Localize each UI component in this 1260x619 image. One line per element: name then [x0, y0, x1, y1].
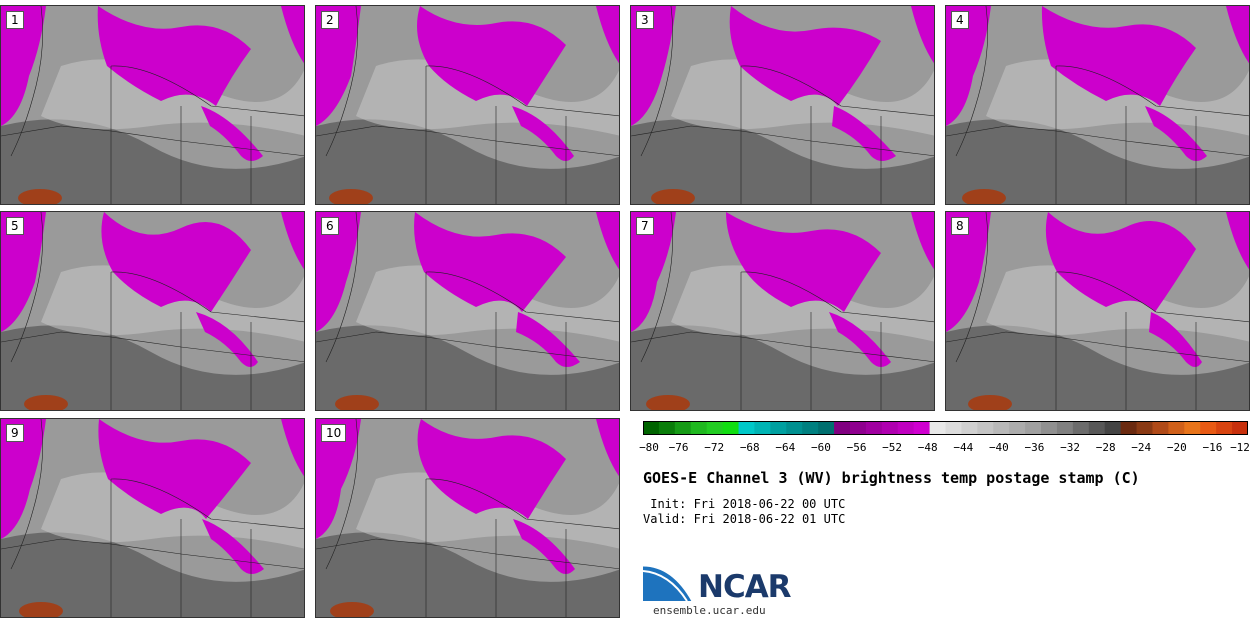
colorbar-segment	[881, 421, 899, 435]
water-vapor-map	[1, 212, 304, 410]
colorbar-segment	[1009, 421, 1026, 435]
colorbar: −80 −76 −72 −68 −64 −60 −56 −52 −48 −44 −40 −36 −32 −…	[639, 421, 1250, 461]
colorbar-segment	[1136, 421, 1153, 435]
colorbar-segment	[1088, 421, 1106, 435]
colorbar-segment	[929, 421, 946, 435]
colorbar-tick-label: −12	[1230, 441, 1250, 454]
panel-number: 10	[321, 424, 347, 442]
colorbar-segment	[849, 421, 867, 435]
colorbar-segment	[690, 421, 708, 435]
colorbar-segment	[1216, 421, 1233, 435]
map-panel: 7	[630, 211, 935, 411]
map-panel: 9	[0, 418, 305, 618]
map-panel: 6	[315, 211, 620, 411]
colorbar-segment	[1025, 421, 1042, 435]
water-vapor-map	[631, 212, 934, 410]
colorbar-segment	[993, 421, 1010, 435]
map-panel: 10	[315, 418, 620, 618]
colorbar-segment	[961, 421, 978, 435]
colorbar-segment	[865, 421, 883, 435]
water-vapor-map	[316, 419, 619, 617]
panel-number: 1	[6, 11, 24, 29]
init-time: Init: Fri 2018-06-22 00 UTC	[643, 497, 846, 511]
colorbar-tick-label: −76	[668, 441, 689, 454]
colorbar-tick-label: −44	[953, 441, 974, 454]
colorbar-tick-label: −60	[811, 441, 831, 454]
colorbar-tick-label: −32	[1060, 441, 1080, 454]
water-vapor-map	[631, 6, 934, 204]
colorbar-tick-label: −28	[1095, 441, 1116, 454]
map-panel: 2	[315, 5, 620, 205]
colorbar-tick-label: −36	[1024, 441, 1045, 454]
colorbar-segment	[1168, 421, 1185, 435]
colorbar-tick-label: −72	[704, 441, 725, 454]
panel-number: 8	[951, 217, 969, 235]
colorbar-segment	[1041, 421, 1058, 435]
colorbar-tick-label: −64	[775, 441, 796, 454]
colorbar-tick-label: −16	[1202, 441, 1223, 454]
panel-number: 4	[951, 11, 969, 29]
ncar-logo-text: NCAR	[698, 569, 792, 605]
colorbar-tick-label: −80	[639, 441, 659, 454]
colorbar-segment	[674, 421, 692, 435]
colorbar-segment	[1200, 421, 1217, 435]
colorbar-tick-label: −68	[739, 441, 760, 454]
valid-time: Valid: Fri 2018-06-22 01 UTC	[643, 512, 846, 526]
colorbar-segment	[706, 421, 724, 435]
colorbar-segment	[722, 421, 740, 435]
water-vapor-map	[316, 212, 619, 410]
colorbar-segment	[802, 421, 819, 435]
colorbar-tick-label: −40	[988, 441, 1009, 454]
colorbar-segment	[738, 421, 755, 435]
colorbar-segment	[1152, 421, 1169, 435]
colorbar-segment	[897, 421, 915, 435]
panel-number: 3	[636, 11, 654, 29]
colorbar-segment	[818, 421, 835, 435]
colorbar-strip	[643, 421, 1248, 435]
colorbar-segment	[977, 421, 994, 435]
colorbar-segment	[1184, 421, 1201, 435]
colorbar-segment	[913, 421, 931, 435]
map-panel: 3	[630, 5, 935, 205]
colorbar-segment	[770, 421, 787, 435]
colorbar-segment	[1056, 421, 1074, 435]
colorbar-tick-label: −48	[917, 441, 938, 454]
water-vapor-map	[946, 212, 1249, 410]
water-vapor-map	[1, 419, 304, 617]
logo-url: ensemble.ucar.edu	[653, 604, 766, 617]
colorbar-segment	[786, 421, 803, 435]
map-panel: 8	[945, 211, 1250, 411]
map-panel: 5	[0, 211, 305, 411]
water-vapor-map	[946, 6, 1249, 204]
map-panel: 4	[945, 5, 1250, 205]
colorbar-segment	[1104, 421, 1122, 435]
water-vapor-map	[1, 6, 304, 204]
panel-number: 9	[6, 424, 24, 442]
colorbar-tick-label: −20	[1166, 441, 1187, 454]
colorbar-tick-label: −52	[882, 441, 903, 454]
panel-number: 5	[6, 217, 24, 235]
map-panel: 1	[0, 5, 305, 205]
colorbar-segment	[945, 421, 962, 435]
figure-title: GOES-E Channel 3 (WV) brightness temp po…	[643, 469, 1140, 487]
panel-number: 7	[636, 217, 654, 235]
water-vapor-map	[316, 6, 619, 204]
colorbar-segment	[643, 421, 660, 435]
colorbar-segment	[1120, 421, 1138, 435]
colorbar-tick-label: −24	[1131, 441, 1152, 454]
colorbar-segment	[1232, 421, 1248, 435]
colorbar-border	[643, 421, 1248, 435]
colorbar-segment	[834, 421, 851, 435]
colorbar-tick-label: −56	[846, 441, 867, 454]
colorbar-segment	[1072, 421, 1090, 435]
panel-number: 6	[321, 217, 339, 235]
colorbar-segment	[658, 421, 676, 435]
ncar-logo-icon	[643, 563, 695, 602]
panel-number: 2	[321, 11, 339, 29]
colorbar-segment	[754, 421, 771, 435]
